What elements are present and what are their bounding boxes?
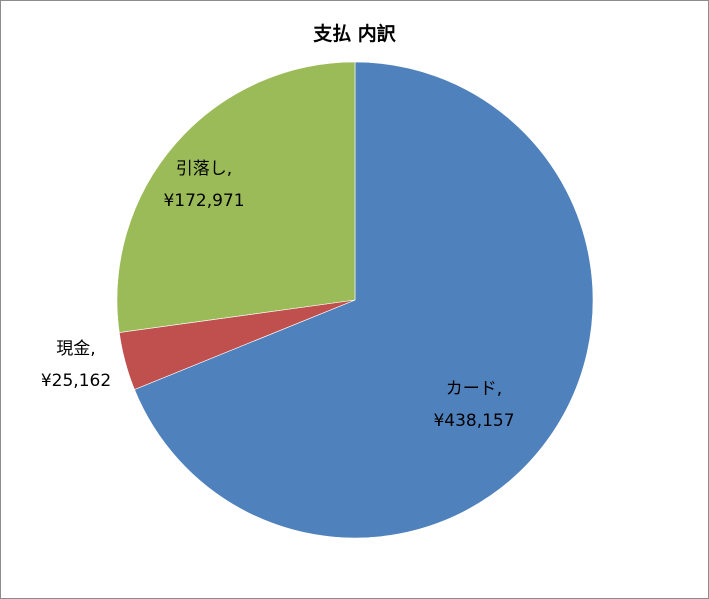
pie-slice-debit xyxy=(116,61,356,333)
slice-label-card: カード, ¥438,157 xyxy=(379,373,569,437)
chart-title: 支払 内訳 xyxy=(313,23,396,45)
pie-slice-card xyxy=(134,61,594,539)
slice-value-debit: ¥172,971 xyxy=(163,191,245,211)
slice-category-card: カード, xyxy=(445,379,503,399)
slice-value-cash: ¥25,162 xyxy=(40,371,112,391)
slice-label-debit: 引落し, ¥172,971 xyxy=(119,153,289,217)
slice-label-cash: 現金, ¥25,162 xyxy=(11,333,141,397)
slice-category-debit: 引落し, xyxy=(175,159,233,179)
slice-category-cash: 現金, xyxy=(56,339,96,359)
slice-value-card: ¥438,157 xyxy=(433,411,515,431)
